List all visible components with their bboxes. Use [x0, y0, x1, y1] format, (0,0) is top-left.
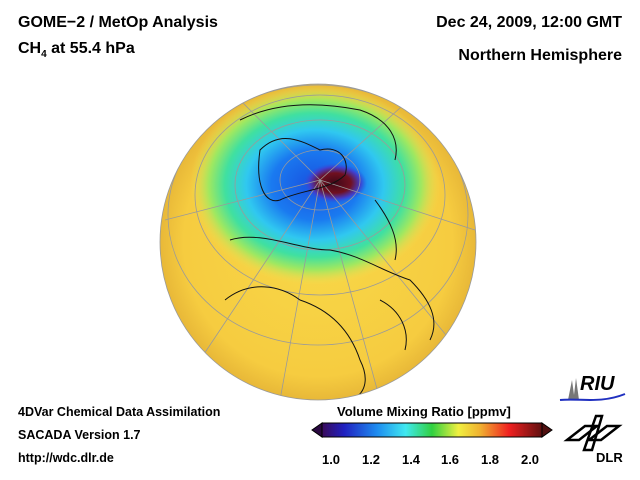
colorbar-tick: 1.4	[401, 452, 421, 467]
colorbar-tick: 2.0	[520, 452, 540, 467]
graticule	[164, 84, 476, 400]
riu-logo	[559, 378, 626, 401]
colorbar-tick: 1.2	[361, 452, 381, 467]
species: CH	[18, 40, 42, 57]
product-title: GOME−2 / MetOp Analysis	[18, 14, 218, 31]
dlr-logo-text: DLR	[596, 450, 623, 465]
colorbar-high-arrow	[541, 422, 553, 438]
footer-line-1: 4DVar Chemical Data Assimilation	[18, 405, 221, 419]
datetime: Dec 24, 2009, 12:00 GMT	[436, 14, 622, 31]
species-subscript: 4	[41, 49, 47, 61]
pressure-level: at 55.4 hPa	[46, 40, 135, 57]
region: Northern Hemisphere	[458, 47, 622, 64]
colorbar-tick: 1.6	[440, 452, 460, 467]
polar-max-spot	[303, 163, 367, 203]
colorbar-gradient	[321, 422, 543, 438]
riu-logo-text: RIU	[580, 373, 615, 395]
colorbar-title: Volume Mixing Ratio [ppmv]	[337, 404, 511, 419]
species-level: CH4 at 55.4 hPa	[18, 40, 135, 60]
colorbar-tick: 1.0	[321, 452, 341, 467]
dlr-logo	[563, 414, 623, 452]
website-link[interactable]: http://wdc.dlr.de	[18, 451, 114, 465]
colorbar	[311, 422, 553, 438]
colorbar-low-arrow	[311, 422, 323, 438]
colorbar-tick: 1.8	[480, 452, 500, 467]
coastlines	[224, 104, 435, 400]
footer-line-2: SACADA Version 1.7	[18, 428, 141, 442]
